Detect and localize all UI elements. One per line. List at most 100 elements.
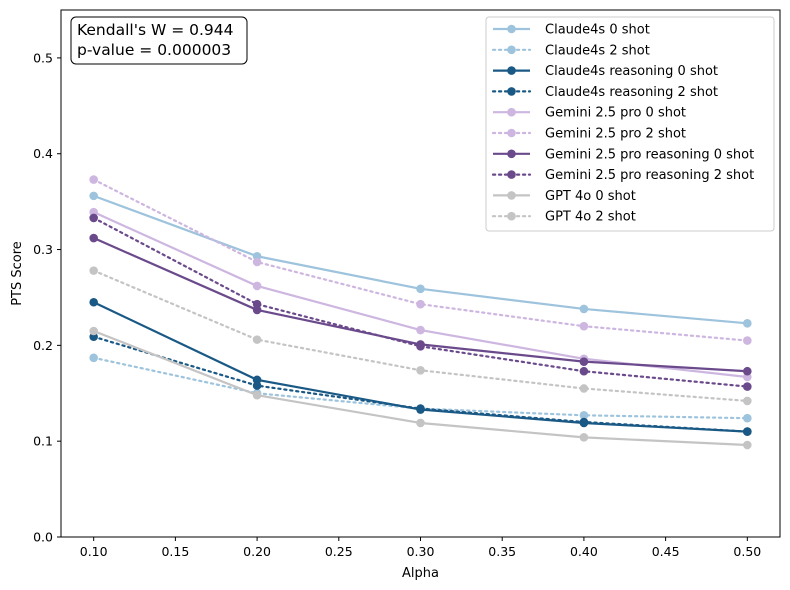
data-point bbox=[89, 175, 98, 184]
legend-label: Gemini 2.5 pro 2 shot bbox=[545, 127, 686, 142]
data-point bbox=[743, 382, 752, 391]
axis-ticks: 0.10 0.15 0.20 0.25 0.30 0.35 0.40 0.45 0.50 0.0 0… bbox=[33, 50, 761, 559]
legend-label: Claude4s 2 shot bbox=[545, 43, 650, 58]
legend-label: Gemini 2.5 pro 0 shot bbox=[545, 106, 686, 121]
data-point bbox=[89, 297, 98, 307]
y-tick-label: 0.5 bbox=[33, 50, 53, 65]
y-tick-label: 0.1 bbox=[33, 434, 53, 449]
data-point bbox=[416, 404, 425, 413]
data-point bbox=[252, 257, 262, 267]
data-point bbox=[89, 266, 98, 275]
y-axis-label: PTS Score bbox=[10, 241, 25, 306]
legend-item-claude4s-reasoning-2-shot: Claude4s reasoning 2 shot bbox=[491, 85, 718, 100]
data-point bbox=[579, 366, 589, 376]
x-tick-label: 0.20 bbox=[243, 544, 271, 559]
series-gpt-4o-2-shot bbox=[89, 266, 752, 406]
legend-item-gemini-2-5-pro-reasoning-0-shot: Gemini 2.5 pro reasoning 0 shot bbox=[493, 147, 754, 162]
x-tick-label: 0.10 bbox=[80, 544, 108, 559]
series-line bbox=[93, 211, 748, 379]
x-tick-label: 0.50 bbox=[733, 544, 761, 559]
legend-item-gemini-2-5-pro-0-shot: Gemini 2.5 pro 0 shot bbox=[493, 106, 686, 121]
series-claude4s-reasoning-2-shot bbox=[89, 332, 752, 436]
data-point bbox=[743, 319, 752, 328]
legend-swatch-marker bbox=[507, 66, 516, 75]
legend-swatch-marker bbox=[507, 191, 516, 200]
data-point bbox=[743, 366, 752, 376]
x-tick-label: 0.45 bbox=[652, 544, 680, 559]
data-point bbox=[252, 381, 262, 390]
x-axis-label: Alpha bbox=[402, 566, 439, 581]
legend-item-claude4s-2-shot: Claude4s 2 shot bbox=[491, 43, 650, 58]
plot-area-frame bbox=[60, 9, 781, 538]
kendall-w-text: Kendall's W = 0.944 bbox=[77, 21, 234, 39]
series-gemini-2-5-pro-reasoning-2-shot bbox=[89, 213, 752, 391]
x-tick-label: 0.35 bbox=[488, 544, 516, 559]
legend-item-gemini-2-5-pro-2-shot: Gemini 2.5 pro 2 shot bbox=[491, 127, 686, 142]
series-claude4s-0-shot bbox=[89, 191, 752, 328]
series-gemini-2-5-pro-0-shot bbox=[89, 207, 752, 382]
legend-swatch-marker bbox=[507, 128, 516, 138]
data-point bbox=[743, 336, 752, 345]
y-tick-label: 0.4 bbox=[33, 146, 53, 161]
legend-label: Claude4s reasoning 0 shot bbox=[545, 64, 718, 79]
legend-label: Claude4s reasoning 2 shot bbox=[545, 85, 718, 100]
data-point bbox=[743, 427, 752, 436]
series-gemini-2-5-pro-2-shot bbox=[89, 175, 752, 345]
data-point bbox=[579, 433, 589, 442]
legend-swatch-marker bbox=[507, 107, 516, 117]
p-value-text: p-value = 0.000003 bbox=[77, 41, 231, 59]
data-point bbox=[252, 335, 262, 344]
x-tick-label: 0.40 bbox=[570, 544, 598, 559]
data-point bbox=[743, 396, 752, 406]
legend-item-gpt-4o-2-shot: GPT 4o 2 shot bbox=[491, 210, 636, 225]
data-point bbox=[743, 413, 752, 423]
data-point bbox=[579, 321, 589, 331]
data-point bbox=[416, 342, 425, 351]
x-tick-label: 0.25 bbox=[325, 544, 353, 559]
legend-item-gpt-4o-0-shot: GPT 4o 0 shot bbox=[493, 189, 636, 204]
data-point bbox=[579, 411, 589, 420]
data-point bbox=[252, 281, 262, 291]
y-tick-label: 0.3 bbox=[33, 242, 53, 257]
series-lines bbox=[89, 175, 752, 450]
data-point bbox=[743, 440, 752, 450]
legend-swatch-marker bbox=[507, 45, 516, 55]
legend-item-claude4s-0-shot: Claude4s 0 shot bbox=[493, 23, 650, 38]
data-point bbox=[89, 353, 98, 363]
data-point bbox=[89, 191, 98, 201]
data-point bbox=[416, 325, 425, 335]
data-point bbox=[416, 284, 425, 294]
data-point bbox=[579, 357, 589, 366]
data-point bbox=[89, 233, 98, 243]
legend-swatch-marker bbox=[507, 211, 516, 221]
data-point bbox=[416, 365, 425, 375]
legend: Claude4s 0 shot Claude4s 2 shot Claude4s r… bbox=[485, 16, 775, 232]
data-point bbox=[579, 304, 589, 314]
legend-label: Gemini 2.5 pro reasoning 0 shot bbox=[545, 147, 754, 162]
legend-swatch-marker bbox=[507, 24, 516, 34]
data-point bbox=[252, 299, 262, 309]
data-point bbox=[89, 213, 98, 223]
legend-label: GPT 4o 2 shot bbox=[545, 210, 636, 225]
series-gpt-4o-0-shot bbox=[89, 326, 752, 450]
legend-label: Claude4s 0 shot bbox=[545, 23, 650, 38]
legend-label: Gemini 2.5 pro reasoning 2 shot bbox=[545, 168, 754, 183]
x-tick-label: 0.15 bbox=[161, 544, 189, 559]
legend-swatch-marker bbox=[507, 149, 516, 159]
legend-label: GPT 4o 0 shot bbox=[545, 189, 636, 204]
stats-annotation-box bbox=[70, 16, 248, 65]
data-point bbox=[416, 418, 425, 428]
legend-swatch-marker bbox=[507, 87, 516, 96]
legend-swatch-marker bbox=[507, 170, 516, 179]
data-point bbox=[416, 299, 425, 309]
data-point bbox=[579, 417, 589, 427]
legend-item-gemini-2-5-pro-reasoning-2-shot: Gemini 2.5 pro reasoning 2 shot bbox=[491, 168, 754, 183]
legend-item-claude4s-reasoning-0-shot: Claude4s reasoning 0 shot bbox=[493, 64, 718, 79]
legend-frame bbox=[485, 16, 775, 232]
x-tick-label: 0.30 bbox=[407, 544, 435, 559]
series-line bbox=[92, 178, 749, 342]
data-point bbox=[579, 384, 589, 393]
stats-annotation: Kendall's W = 0.944 p-value = 0.000003 bbox=[70, 16, 248, 65]
y-tick-label: 0.0 bbox=[33, 530, 53, 545]
